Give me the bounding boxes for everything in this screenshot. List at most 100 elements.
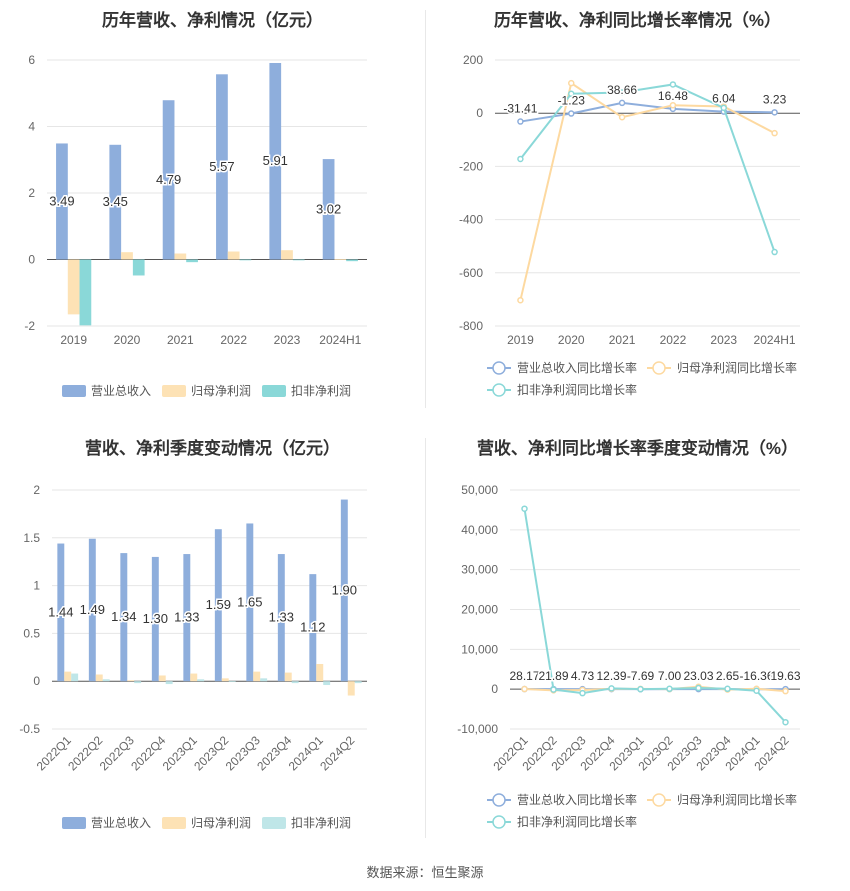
data-label: 1.90 <box>332 582 357 597</box>
bar <box>323 681 331 686</box>
bar <box>340 499 348 682</box>
y-tick-label: -800 <box>459 319 483 333</box>
y-tick-label: 0 <box>33 674 40 688</box>
bar <box>88 538 96 682</box>
data-label: 5.57 <box>209 159 234 174</box>
x-tick-label: 2019 <box>507 333 534 347</box>
data-point <box>669 81 677 88</box>
bar <box>64 671 72 682</box>
bar <box>71 673 79 682</box>
data-label: 1.65 <box>237 594 262 609</box>
data-label: 1.33 <box>269 610 294 625</box>
bar <box>292 259 305 261</box>
x-tick-label: 2021 <box>609 333 636 347</box>
bar <box>214 529 222 682</box>
annual-revenue-profit-panel: 历年营收、净利情况（亿元） -2 0 2 4 6 2019 2020 2021 2022 2023… <box>0 0 425 430</box>
bar <box>120 553 128 682</box>
annual-growth-rate-panel: 历年营收、净利同比增长率情况（%） -800 -600 -400 -200 0 200 20… <box>425 0 850 430</box>
data-label: 1.34 <box>111 609 136 624</box>
y-tick-label: 4 <box>28 120 35 134</box>
x-tick-label: 2023 <box>274 333 301 347</box>
data-label: 3.49 <box>49 193 74 208</box>
data-point <box>517 118 524 125</box>
data-point <box>550 686 557 693</box>
x-tick-label: 2024H1 <box>754 333 796 347</box>
bar <box>183 554 191 682</box>
data-point <box>720 104 727 112</box>
legend-label: 营业总收入同比增长率 <box>517 360 637 375</box>
x-tick-label: 2024Q2 <box>317 733 357 773</box>
y-tick-label: 0 <box>28 253 35 267</box>
bar <box>67 259 80 315</box>
bar <box>269 62 282 260</box>
data-label: 3.23 <box>763 92 787 106</box>
x-tick-label: 2020 <box>114 333 141 347</box>
data-point <box>695 684 702 692</box>
data-point <box>517 296 524 304</box>
legend-marker <box>492 383 506 397</box>
y-tick-label: 20,000 <box>461 603 498 617</box>
bar <box>277 554 285 682</box>
bar <box>322 159 335 260</box>
bar <box>309 574 317 682</box>
x-tick-label: 2019 <box>60 333 87 347</box>
legend-label: 归母净利润同比增长率 <box>677 792 797 807</box>
bar <box>134 681 142 684</box>
data-point <box>782 687 789 695</box>
data-point <box>579 689 586 697</box>
legend-label: 扣非净利润同比增长率 <box>517 382 637 397</box>
legend-swatch <box>162 385 186 397</box>
y-tick-label: -2 <box>24 319 35 333</box>
data-point <box>568 110 575 117</box>
y-tick-label: 2 <box>33 483 40 497</box>
bar <box>190 673 198 682</box>
legend-label: 营业总收入同比增长率 <box>517 792 637 807</box>
x-tick-label: 2022 <box>220 333 247 347</box>
bar <box>56 143 68 260</box>
data-point <box>771 109 778 116</box>
quarterly-revenue-profit-chart: -0.500.511.522022Q12022Q22022Q32022Q4202… <box>19 483 367 830</box>
data-label: 16.48 <box>658 89 688 103</box>
data-point <box>637 685 644 693</box>
legend-swatch <box>62 385 86 397</box>
annual-revenue-profit-chart: -2 0 2 4 6 2019 2020 2021 2022 2023 2024H1 3.49 3.45… <box>24 53 367 398</box>
legend-marker <box>652 793 666 807</box>
bar <box>216 74 228 260</box>
legend-label: 扣非净利润同比增长率 <box>517 814 637 829</box>
legend-marker <box>492 361 506 375</box>
data-label: 1.30 <box>143 611 168 626</box>
quarterly-growth-rate-panel: 营收、净利同比增长率季度变动情况（%） -10,000 0 10,000 20,000… <box>425 428 850 858</box>
chart-title: 营收、净利季度变动情况（亿元） <box>85 439 340 458</box>
series-line <box>519 83 776 253</box>
data-point <box>669 101 677 109</box>
data-label: 21.89 <box>538 669 568 683</box>
data-label: -16.36 <box>739 669 773 683</box>
data-label: 38.66 <box>607 83 637 97</box>
chart-title: 历年营收、净利同比增长率情况（%） <box>493 11 782 30</box>
y-tick-label: 0.5 <box>23 626 40 640</box>
bar <box>186 259 198 263</box>
bar <box>334 259 347 260</box>
y-tick-label: 10,000 <box>461 642 498 656</box>
legend-label: 扣非净利润 <box>291 816 351 830</box>
data-label: 23.03 <box>683 669 713 683</box>
bar <box>291 681 299 684</box>
y-tick-label: 200 <box>463 53 483 67</box>
vertical-divider-top <box>425 10 426 408</box>
series-line <box>519 81 776 301</box>
legend-label: 营业总收入 <box>91 384 151 398</box>
data-point <box>753 687 760 695</box>
bar <box>260 678 268 682</box>
data-label: -31.41 <box>503 102 537 116</box>
bar <box>165 681 173 685</box>
data-label: 5.91 <box>263 153 288 168</box>
legend-label: 归母净利润 <box>191 816 251 830</box>
data-label: 12.39 <box>596 669 626 683</box>
data-label: 1.49 <box>80 602 105 617</box>
bar <box>132 259 145 276</box>
y-tick-label: -400 <box>459 213 483 227</box>
data-point <box>517 155 524 163</box>
y-tick-label: 0 <box>491 682 498 696</box>
bar <box>174 253 187 260</box>
data-label: -1.23 <box>558 94 586 108</box>
